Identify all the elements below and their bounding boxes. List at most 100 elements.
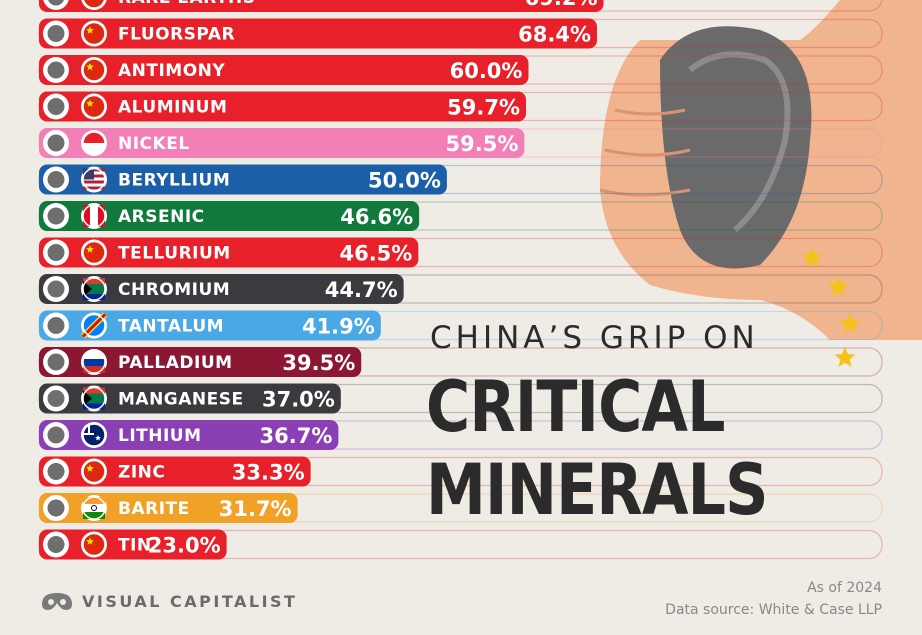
bar-value-label: 37.0% xyxy=(262,388,335,412)
bar-row: NICKEL 59.5% xyxy=(38,128,883,158)
bar-label: PALLADIUM xyxy=(118,353,233,373)
bar-value-label: 33.3% xyxy=(232,461,305,485)
mineral-rock-icon xyxy=(47,61,65,79)
bar-row: TELLURIUM 46.5% xyxy=(38,237,883,268)
indonesia-flag-icon xyxy=(82,131,106,155)
bar xyxy=(39,128,525,158)
mineral-rock-icon xyxy=(47,463,65,480)
as-of-date: As of 2024 xyxy=(807,580,882,596)
bar xyxy=(39,237,419,268)
bar-label: NICKEL xyxy=(118,134,190,154)
bar-row: CHROMIUM 44.7% xyxy=(38,274,883,304)
drc-flag-icon xyxy=(80,312,108,339)
bar xyxy=(39,164,447,195)
bar-value-label: 59.7% xyxy=(447,96,520,120)
bar-row: MANGANESE 37.0% xyxy=(38,383,883,414)
bar-value-label: 46.6% xyxy=(340,205,413,229)
bar xyxy=(39,18,597,49)
china-flag-icon xyxy=(82,94,106,119)
brand-name: VISUAL CAPITALIST xyxy=(82,591,298,611)
bar-label: BERYLLIUM xyxy=(118,171,230,191)
china-flag-icon xyxy=(82,459,106,484)
mineral-rock-icon xyxy=(47,134,65,152)
bar-label: ZINC xyxy=(118,463,165,483)
australia-flag-icon xyxy=(82,423,106,447)
bar xyxy=(39,201,420,231)
china-flag-icon xyxy=(82,21,106,46)
south-africa-flag-icon xyxy=(82,386,106,411)
bar-label: LITHIUM xyxy=(118,426,202,446)
bar-label: TIN xyxy=(118,536,152,556)
headline-line3: MINERALS xyxy=(426,449,768,531)
brand: VISUAL CAPITALIST xyxy=(40,590,297,612)
mineral-rock-icon xyxy=(47,280,65,298)
bar-row: FLUORSPAR 68.4% xyxy=(38,18,883,49)
bar-row: TANTALUM 41.9% xyxy=(38,310,883,341)
usa-flag-icon xyxy=(82,167,106,192)
bar-value-label: 41.9% xyxy=(302,315,375,339)
mineral-rock-icon xyxy=(47,98,65,115)
bar-row: ARSENIC 46.6% xyxy=(38,201,883,231)
bar-label: TANTALUM xyxy=(118,317,224,337)
bar-value-label: 59.5% xyxy=(446,132,519,156)
mineral-rock-icon xyxy=(48,0,64,6)
bar-value-label: 69.2% xyxy=(525,0,598,10)
star-icon xyxy=(834,347,856,367)
mineral-rock-icon xyxy=(47,207,65,225)
mineral-rock-icon xyxy=(47,317,65,334)
bar xyxy=(39,55,529,85)
mineral-rock-icon xyxy=(47,499,65,517)
russia-flag-icon xyxy=(82,350,106,374)
bar-label: MANGANESE xyxy=(118,390,244,410)
china-flag-icon xyxy=(82,532,106,557)
mineral-rock-icon xyxy=(47,390,65,407)
bar-value-label: 31.7% xyxy=(219,497,292,521)
bar-value-label: 44.7% xyxy=(325,278,398,302)
china-flag-icon xyxy=(82,0,106,9)
bar xyxy=(39,347,362,377)
bar-label: BARITE xyxy=(118,499,190,519)
mineral-rock-icon xyxy=(47,25,65,42)
bar-row: RARE EARTHS 69.2% xyxy=(38,0,883,12)
mineral-rock-icon xyxy=(47,353,65,371)
bar-row: LITHIUM 36.7% xyxy=(38,420,883,450)
headline-line1: CHINA’S GRIP ON xyxy=(430,320,759,356)
star-icon xyxy=(839,313,861,333)
bar-row: BARITE 31.7% xyxy=(38,493,883,523)
mineral-rock-icon xyxy=(47,171,65,188)
mineral-rock-icon xyxy=(47,244,65,261)
bar-label: TELLURIUM xyxy=(118,244,231,264)
bar-label: ARSENIC xyxy=(118,207,205,227)
bar-label: CHROMIUM xyxy=(118,280,230,300)
bar-value-label: 39.5% xyxy=(282,351,355,375)
bar-row: ALUMINUM 59.7% xyxy=(38,91,883,122)
bar-row: ANTIMONY 60.0% xyxy=(38,55,883,85)
bar-row: BERYLLIUM 50.0% xyxy=(38,164,883,195)
bar-row: PALLADIUM 39.5% xyxy=(38,347,883,377)
mineral-rock-icon xyxy=(47,426,65,444)
south-africa-flag-icon xyxy=(82,277,106,301)
headline-line2: CRITICAL xyxy=(426,366,726,448)
bar xyxy=(39,420,339,450)
bar-row: ZINC 33.3% xyxy=(38,456,883,487)
bar xyxy=(39,310,381,341)
visual-capitalist-logo-icon xyxy=(42,593,72,610)
bar-label: ANTIMONY xyxy=(118,61,225,81)
bar-label: RARE EARTHS xyxy=(118,0,256,8)
bar xyxy=(39,383,341,414)
bar-value-label: 36.7% xyxy=(260,424,333,448)
bar xyxy=(39,0,604,12)
china-flag-icon xyxy=(82,58,106,82)
hand-rock-illustration xyxy=(599,0,922,367)
star-icon xyxy=(801,247,823,267)
bar-label: FLUORSPAR xyxy=(118,25,235,45)
india-flag-icon xyxy=(82,496,106,520)
bar-value-label: 60.0% xyxy=(450,59,523,83)
star-icon xyxy=(827,276,849,296)
bar xyxy=(39,274,404,304)
bar-value-label: 23.0% xyxy=(148,534,221,558)
bar xyxy=(39,456,311,487)
bar-value-label: 46.5% xyxy=(339,242,412,266)
